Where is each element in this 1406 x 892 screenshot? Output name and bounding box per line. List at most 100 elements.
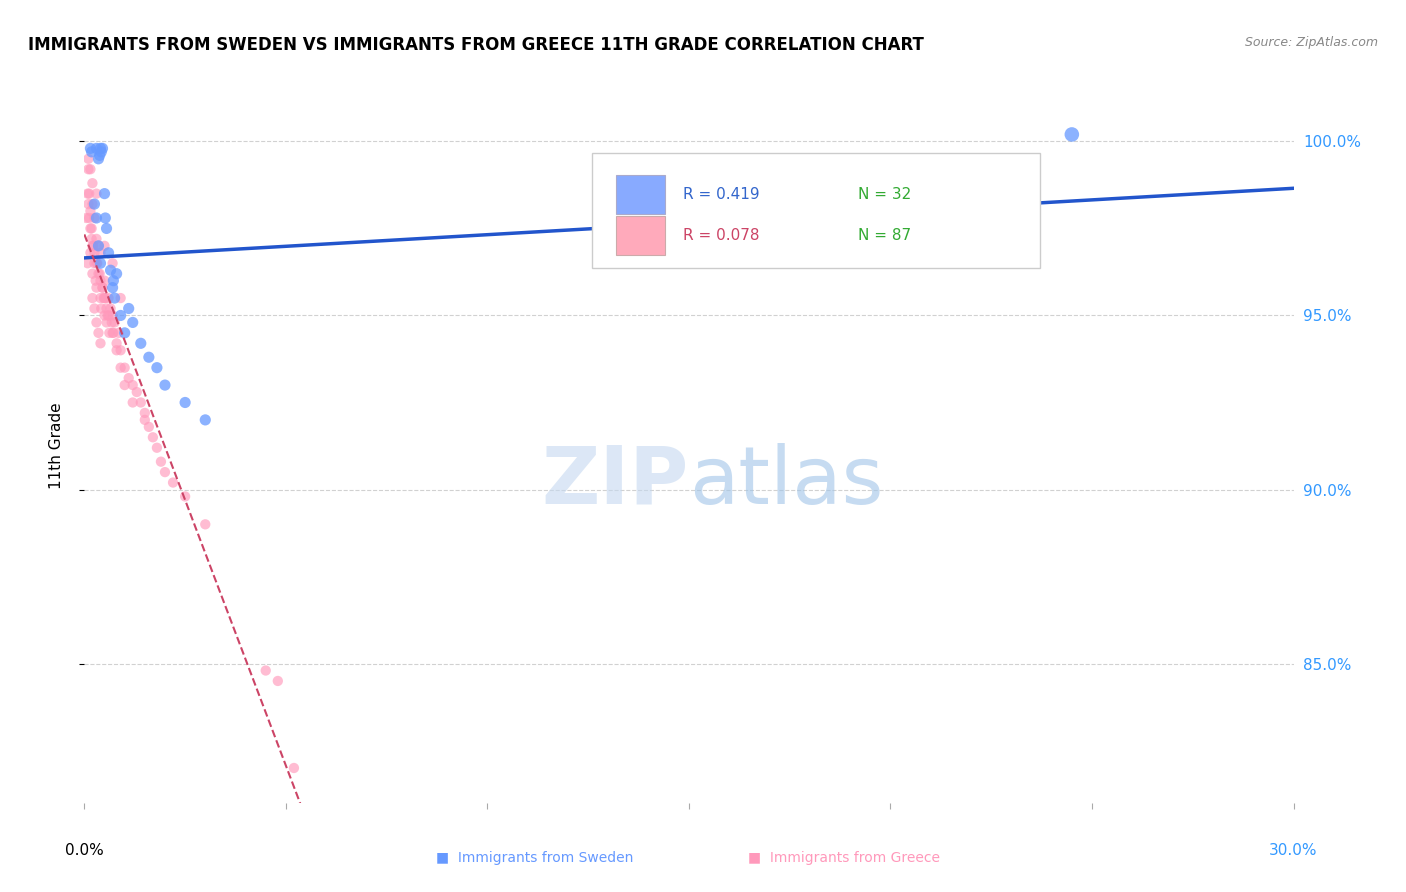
Point (105, 343, 128, 358)
FancyBboxPatch shape (592, 153, 1039, 268)
Point (87, 152, 110, 166)
Point (90, 145, 112, 159)
Point (76, 256, 98, 270)
Point (80, 221, 103, 235)
Text: N = 32: N = 32 (858, 187, 911, 202)
Point (100, 301, 122, 316)
Point (104, 291, 127, 305)
Point (107, 326, 129, 340)
Point (89, 245, 111, 260)
Point (101, 256, 124, 270)
Point (90, 301, 112, 316)
Point (86, 315, 108, 329)
Point (283, 761, 305, 775)
Point (105, 336, 128, 351)
Point (82, 267, 104, 281)
Point (267, 673, 290, 688)
Point (93, 274, 115, 288)
Point (110, 291, 132, 305)
Point (142, 430, 165, 444)
Text: 30.0%: 30.0% (1270, 843, 1317, 858)
Point (97, 291, 120, 305)
Point (97, 309, 120, 323)
Point (96, 301, 118, 316)
Point (83, 245, 105, 260)
Point (103, 274, 125, 288)
Point (134, 406, 156, 420)
Point (93, 291, 115, 305)
Point (87, 239, 110, 253)
Point (76, 186, 98, 201)
Point (114, 378, 136, 392)
Point (100, 315, 122, 329)
Point (87, 326, 110, 340)
Point (93, 291, 115, 305)
Point (82, 239, 104, 253)
Point (86, 141, 108, 155)
Point (86, 211, 108, 225)
Point (77, 211, 100, 225)
Point (79, 221, 101, 235)
Point (93, 239, 115, 253)
Point (94, 291, 117, 305)
Point (125, 385, 148, 400)
Point (93, 309, 115, 323)
Text: IMMIGRANTS FROM SWEDEN VS IMMIGRANTS FROM GREECE 11TH GRADE CORRELATION CHART: IMMIGRANTS FROM SWEDEN VS IMMIGRANTS FRO… (28, 36, 924, 54)
Point (118, 301, 141, 316)
Point (79, 204, 101, 219)
Point (118, 371, 141, 385)
Point (87, 239, 110, 253)
Point (86, 186, 108, 201)
Point (96, 221, 118, 235)
Point (86, 256, 108, 270)
Point (129, 395, 152, 409)
Point (96, 315, 118, 329)
Point (97, 245, 120, 260)
Point (89, 256, 111, 270)
Point (77, 197, 100, 211)
Point (121, 315, 143, 329)
Point (89, 148, 111, 162)
Point (153, 378, 176, 392)
Point (114, 360, 136, 375)
Point (110, 343, 132, 358)
Point (146, 360, 169, 375)
Point (89, 291, 111, 305)
Point (91, 280, 114, 294)
Point (83, 301, 105, 316)
Point (91, 141, 114, 155)
Text: 0.0%: 0.0% (65, 843, 104, 858)
Point (89, 274, 111, 288)
Point (110, 360, 132, 375)
Point (77, 152, 100, 166)
Point (77, 186, 100, 201)
Point (149, 455, 172, 469)
Point (77, 162, 100, 177)
Point (86, 280, 108, 294)
Point (194, 517, 217, 532)
Point (100, 263, 122, 277)
Text: atlas: atlas (689, 442, 883, 521)
Text: Source: ZipAtlas.com: Source: ZipAtlas.com (1244, 36, 1378, 49)
Point (101, 280, 124, 294)
Point (97, 309, 120, 323)
Point (104, 315, 127, 329)
Point (110, 309, 132, 323)
Text: ■  Immigrants from Sweden: ■ Immigrants from Sweden (436, 851, 633, 865)
Point (121, 378, 143, 392)
Y-axis label: 11th Grade: 11th Grade (49, 402, 63, 490)
Point (82, 291, 104, 305)
Bar (616, 175, 665, 214)
Bar (616, 216, 665, 255)
Point (84, 274, 107, 288)
Point (79, 162, 101, 177)
Point (98, 326, 121, 340)
Point (79, 245, 101, 260)
Point (134, 413, 156, 427)
Point (82, 176, 104, 190)
Point (94, 211, 117, 225)
Text: R = 0.419: R = 0.419 (683, 187, 759, 202)
Point (129, 336, 152, 351)
Point (89, 141, 111, 155)
Point (82, 197, 104, 211)
